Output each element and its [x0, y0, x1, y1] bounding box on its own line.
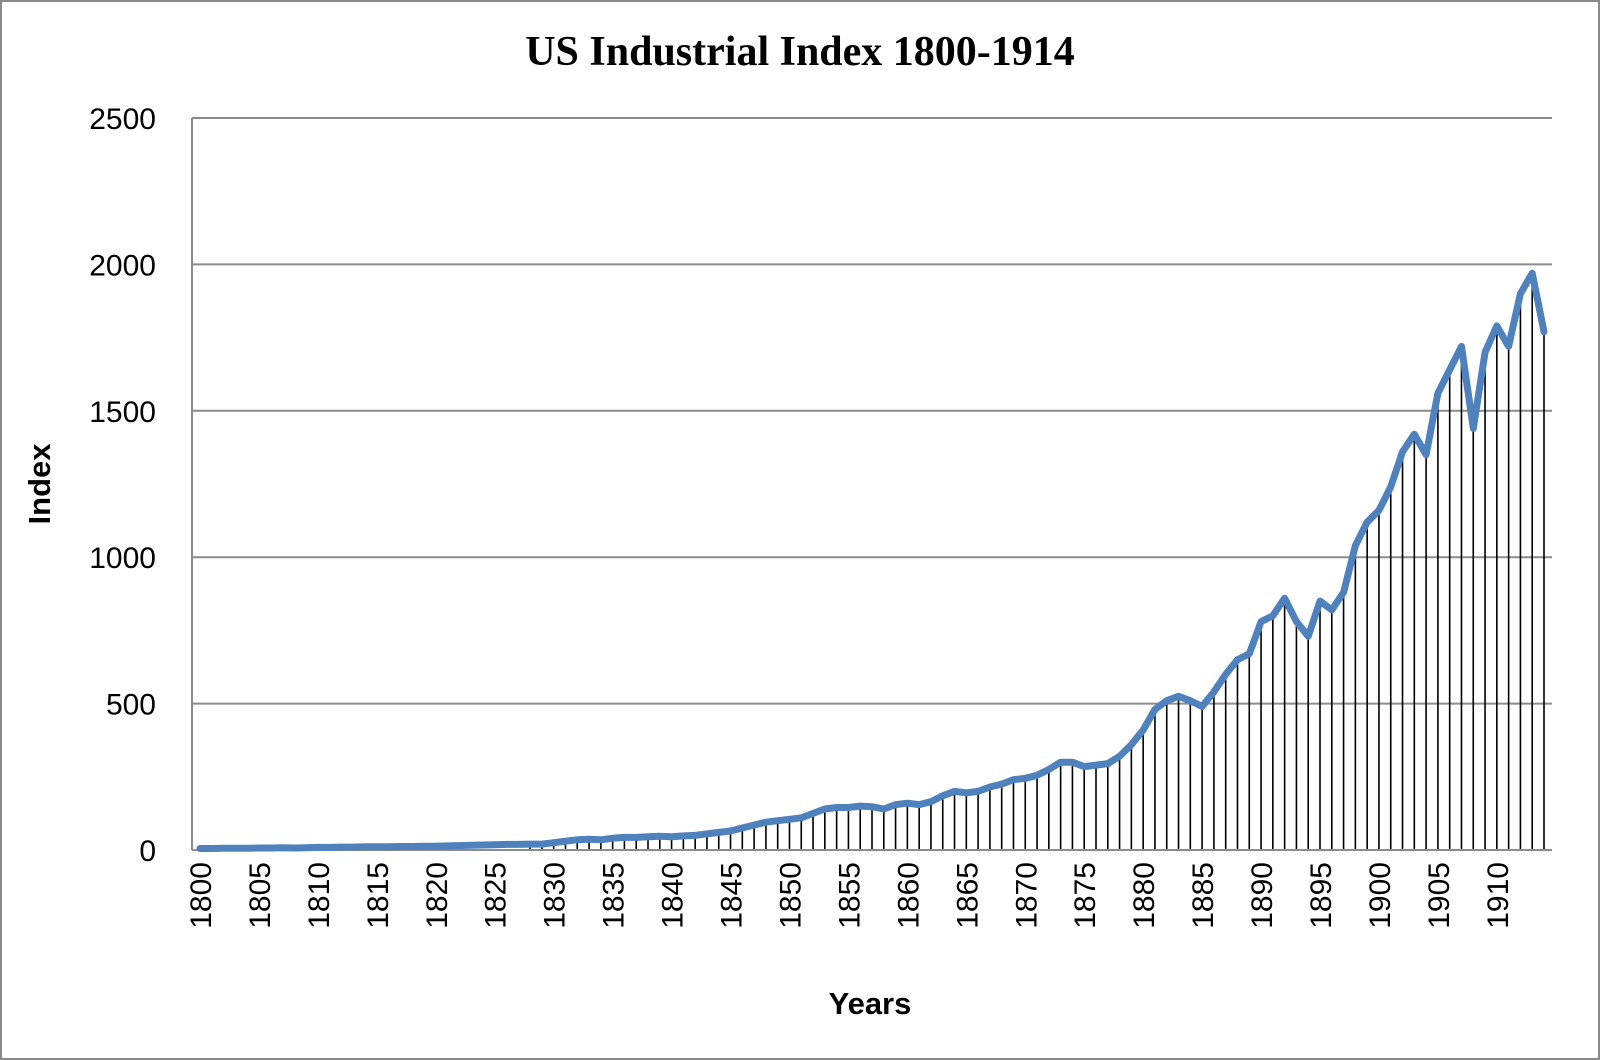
y-axis-title: Index [22, 443, 57, 525]
x-tick-label: 1855 [833, 862, 866, 929]
x-tick-label: 1870 [1010, 862, 1043, 929]
x-tick-label: 1845 [716, 862, 749, 929]
y-tick-label: 500 [106, 689, 156, 722]
x-axis-title: Years [829, 986, 912, 1021]
series-line [196, 269, 1548, 852]
x-tick-label: 1835 [598, 862, 631, 929]
x-tick-label: 1890 [1246, 862, 1279, 929]
y-tick-label: 2500 [89, 103, 156, 136]
x-tick-label: 1800 [185, 862, 218, 929]
x-tick-label: 1900 [1364, 862, 1397, 929]
x-tick-label: 1825 [480, 862, 513, 929]
x-tick-label: 1865 [951, 862, 984, 929]
x-tick-label: 1875 [1069, 862, 1102, 929]
x-tick-label: 1885 [1187, 862, 1220, 929]
x-tick-label: 1820 [421, 862, 454, 929]
x-tick-label: 1880 [1128, 862, 1161, 929]
y-tick-label: 2000 [89, 249, 156, 282]
x-tick-label: 1905 [1423, 862, 1456, 929]
x-tick-label: 1860 [892, 862, 925, 929]
x-tick-label: 1805 [244, 862, 277, 929]
x-tick-label: 1895 [1305, 862, 1338, 929]
y-tick-label: 0 [139, 835, 156, 868]
x-tick-label: 1910 [1482, 862, 1515, 929]
x-tick-label: 1815 [362, 862, 395, 929]
y-tick-label: 1500 [89, 396, 156, 429]
y-tick-label: 1000 [89, 542, 156, 575]
x-tick-label: 1830 [539, 862, 572, 929]
x-tick-label: 1810 [303, 862, 336, 929]
x-tick-label: 1840 [657, 862, 690, 929]
chart-title: US Industrial Index 1800-1914 [525, 29, 1075, 75]
x-tick-label: 1850 [774, 862, 807, 929]
